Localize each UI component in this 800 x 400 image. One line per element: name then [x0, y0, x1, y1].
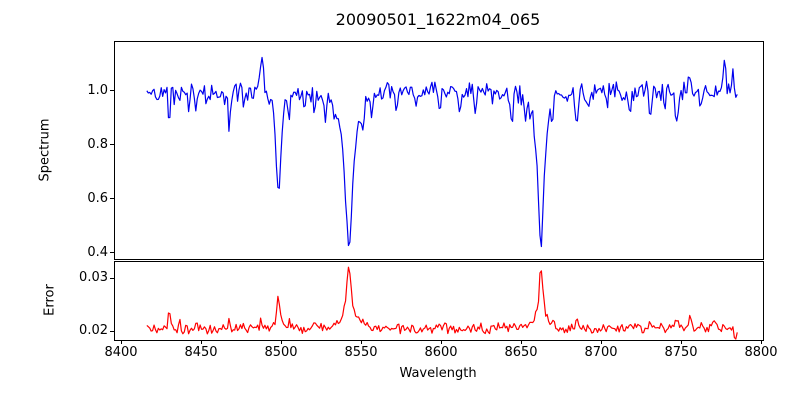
x-tick-mark	[361, 340, 362, 344]
y-tick-mark	[110, 278, 114, 279]
y-tick-mark	[110, 331, 114, 332]
x-tick-label: 8500	[264, 345, 298, 360]
wavelength-axis-label: Wavelength	[399, 366, 477, 381]
error-axis-label: Error	[42, 284, 58, 316]
x-tick-mark	[761, 340, 762, 344]
chart-title: 20090501_1622m04_065	[335, 10, 541, 29]
spectrum-panel	[114, 41, 764, 260]
x-tick-label: 8800	[744, 345, 778, 360]
spectrum-line	[146, 56, 738, 248]
x-tick-mark	[681, 340, 682, 344]
x-tick-mark	[281, 340, 282, 344]
x-tick-label: 8750	[664, 345, 698, 360]
y-tick-label: 0.4	[87, 245, 108, 260]
x-tick-mark	[441, 340, 442, 344]
error-panel	[114, 261, 764, 341]
y-tick-label: 1.0	[87, 83, 108, 98]
spectrum-axis-label: Spectrum	[37, 118, 53, 182]
y-tick-mark	[110, 90, 114, 91]
error-plot-area	[146, 266, 738, 340]
x-tick-label: 8650	[504, 345, 538, 360]
y-tick-label: 0.02	[79, 323, 108, 338]
x-tick-label: 8700	[584, 345, 618, 360]
y-tick-label: 0.03	[79, 270, 108, 285]
x-tick-label: 8600	[424, 345, 458, 360]
x-tick-mark	[601, 340, 602, 344]
x-tick-mark	[201, 340, 202, 344]
spectrum-plot-area	[146, 56, 738, 248]
x-tick-mark	[121, 340, 122, 344]
y-tick-mark	[110, 198, 114, 199]
y-tick-label: 0.6	[87, 191, 108, 206]
x-tick-label: 8450	[184, 345, 218, 360]
error-line	[146, 266, 738, 340]
y-tick-label: 0.8	[87, 137, 108, 152]
y-tick-mark	[110, 144, 114, 145]
y-tick-mark	[110, 252, 114, 253]
x-tick-label: 8400	[104, 345, 138, 360]
x-tick-label: 8550	[344, 345, 378, 360]
x-tick-mark	[521, 340, 522, 344]
